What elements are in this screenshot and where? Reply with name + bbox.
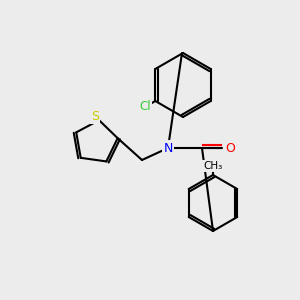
Text: O: O [225,142,235,154]
Text: N: N [163,142,173,154]
Text: S: S [91,110,99,123]
Text: Cl: Cl [140,100,151,113]
Text: CH₃: CH₃ [203,161,223,171]
